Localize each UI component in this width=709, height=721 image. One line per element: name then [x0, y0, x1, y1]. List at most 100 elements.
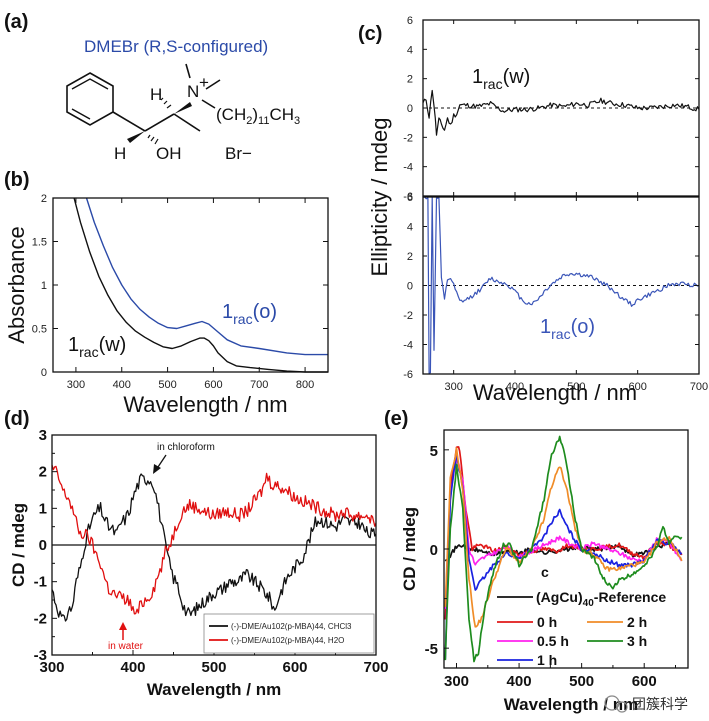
y-tick-label: 0 [407, 103, 413, 115]
x-tick-label: 500 [569, 673, 594, 690]
series-annotation: 1rac(o) [222, 301, 277, 327]
legend-label: 0.5 h [537, 633, 569, 649]
y-tick-label: -2 [34, 610, 47, 627]
x-axis-label: Wavelength / nm [147, 680, 281, 699]
y-tick-label: 1 [41, 280, 47, 292]
series-annotation: 1rac(w) [472, 66, 530, 92]
hydroxyl-group: OH [156, 144, 182, 163]
y-tick-label: -4 [403, 162, 413, 174]
y-tick-label: 1.5 [32, 237, 47, 249]
y-tick-label: 1 [39, 500, 47, 517]
chain-bond [201, 99, 216, 109]
x-tick-label: 600 [204, 379, 222, 391]
y-tick-label: -3 [34, 647, 47, 664]
y-axis-label: CD / mdeg [9, 503, 28, 587]
series-line--agcu-40-reference [444, 540, 683, 562]
legend-label: 3 h [627, 633, 647, 649]
series-line--dme-au102-p-mba-44-h2o [51, 464, 377, 615]
series-line-1rac-o- [423, 196, 700, 375]
watermark-text: 团簇科学 [632, 697, 688, 713]
y-axis-label: CD / mdeg [400, 507, 419, 591]
y-tick-label: 6 [407, 192, 413, 204]
x-tick-label: 700 [363, 659, 388, 676]
x-tick-label: 800 [296, 379, 314, 391]
bond [112, 111, 146, 132]
series-annotation: 1rac(o) [540, 316, 595, 342]
methyl-bond [173, 113, 201, 132]
chart-legend: c (AgCu)40-Reference 0 h 0.5 h 1 h 2 h 3 h [497, 564, 666, 668]
legend-label: (-)-DME/Au102(p-MBA)44, CHCl3 [231, 622, 352, 631]
legend-label: 0 h [537, 614, 557, 630]
x-tick-label: 300 [444, 381, 462, 393]
panel-label-c: (c) [358, 23, 382, 45]
y-tick-label: -5 [425, 641, 438, 658]
series-line--dme-au102-p-mba-44-chcl3 [51, 473, 377, 622]
structure-title: DMEBr (R,S-configured) [84, 37, 268, 56]
x-tick-label: 500 [201, 659, 226, 676]
annotation-in-chloroform: in chloroform [157, 442, 215, 453]
x-tick-label: 400 [113, 379, 131, 391]
benzene-double-bond [71, 108, 91, 120]
y-tick-label: 0.5 [32, 324, 47, 336]
arrow-head [153, 464, 161, 474]
x-tick-label: 400 [120, 659, 145, 676]
x-axis-label: Wavelength / nm [123, 392, 287, 417]
x-tick-label: 600 [632, 673, 657, 690]
arrow-head [119, 622, 127, 630]
y-tick-label: 2 [39, 464, 47, 481]
y-tick-label: 2 [407, 251, 413, 263]
x-axis-label: Wavelength / nm [473, 380, 637, 405]
y-tick-label: -6 [403, 369, 413, 381]
y-tick-label: 0 [430, 542, 438, 559]
x-tick-label: 400 [507, 673, 532, 690]
atom-n: N [187, 82, 199, 101]
benzene-double-bond [71, 78, 109, 90]
atom-h-bottom: H [114, 144, 126, 163]
y-tick-label: -4 [403, 340, 413, 352]
y-tick-label: 0 [407, 281, 413, 293]
series-line-1rac-w- [73, 197, 328, 373]
series-line-3-h [444, 435, 683, 663]
y-tick-label: 0 [39, 537, 47, 554]
y-tick-label: 3 [39, 427, 47, 444]
panel-label-b: (b) [4, 169, 30, 191]
x-tick-label: 300 [444, 673, 469, 690]
legend-label: 2 h [627, 614, 647, 630]
chart-legend: (-)-DME/Au102(p-MBA)44, CHCl3 (-)-DME/Au1… [203, 613, 375, 654]
legend-box [203, 613, 375, 654]
y-tick-label: -2 [403, 310, 413, 322]
chart-panel-e: -5 0 5 300 400 500 600 Wavelength / nm CD / mdeg… [400, 429, 689, 714]
chemical-structure: DMEBr (R,S-configured) H N + (CH2)11CH3 … [66, 37, 300, 163]
y-tick-label: 4 [407, 222, 413, 234]
wedge-bond [127, 131, 145, 143]
y-tick-label: 6 [407, 15, 413, 27]
bond [144, 113, 175, 132]
methyl-bond [185, 63, 191, 79]
series-line-0-5-h [444, 458, 683, 609]
x-tick-label: 700 [250, 379, 268, 391]
legend-label: (AgCu)40-Reference [536, 589, 666, 609]
x-tick-label: 500 [567, 381, 585, 393]
series-line-0-h [444, 446, 683, 620]
x-tick-label: 700 [690, 381, 708, 393]
hash-bond [147, 134, 159, 145]
methyl-bond [205, 79, 221, 90]
panel-label-a: (a) [4, 11, 28, 33]
x-tick-label: 500 [158, 379, 176, 391]
chart-panel-c: -6 -4 -2 0 2 4 6 1rac(w) -6 -4 -2 0 2 4 6 300 400 500 600 7… [367, 15, 708, 405]
x-tick-label: 600 [282, 659, 307, 676]
y-tick-label: 4 [407, 44, 413, 56]
x-tick-label: 300 [39, 659, 64, 676]
charge-plus: + [199, 73, 209, 92]
x-tick-label: 600 [628, 381, 646, 393]
panel-label-e: (e) [384, 408, 408, 430]
atom-h-top: H [150, 85, 162, 104]
y-tick-label: 2 [407, 74, 413, 86]
y-tick-label: -1 [34, 574, 47, 591]
y-tick-label: 5 [430, 443, 438, 460]
x-axis-label: Wavelength / nm [504, 695, 638, 714]
legend-label: 1 h [537, 652, 557, 668]
chart-panel-d: -3 -2 -1 0 1 2 3 300 400 500 600 700 Wavelength / nm… [9, 427, 389, 699]
y-tick-label: 0 [41, 367, 47, 379]
